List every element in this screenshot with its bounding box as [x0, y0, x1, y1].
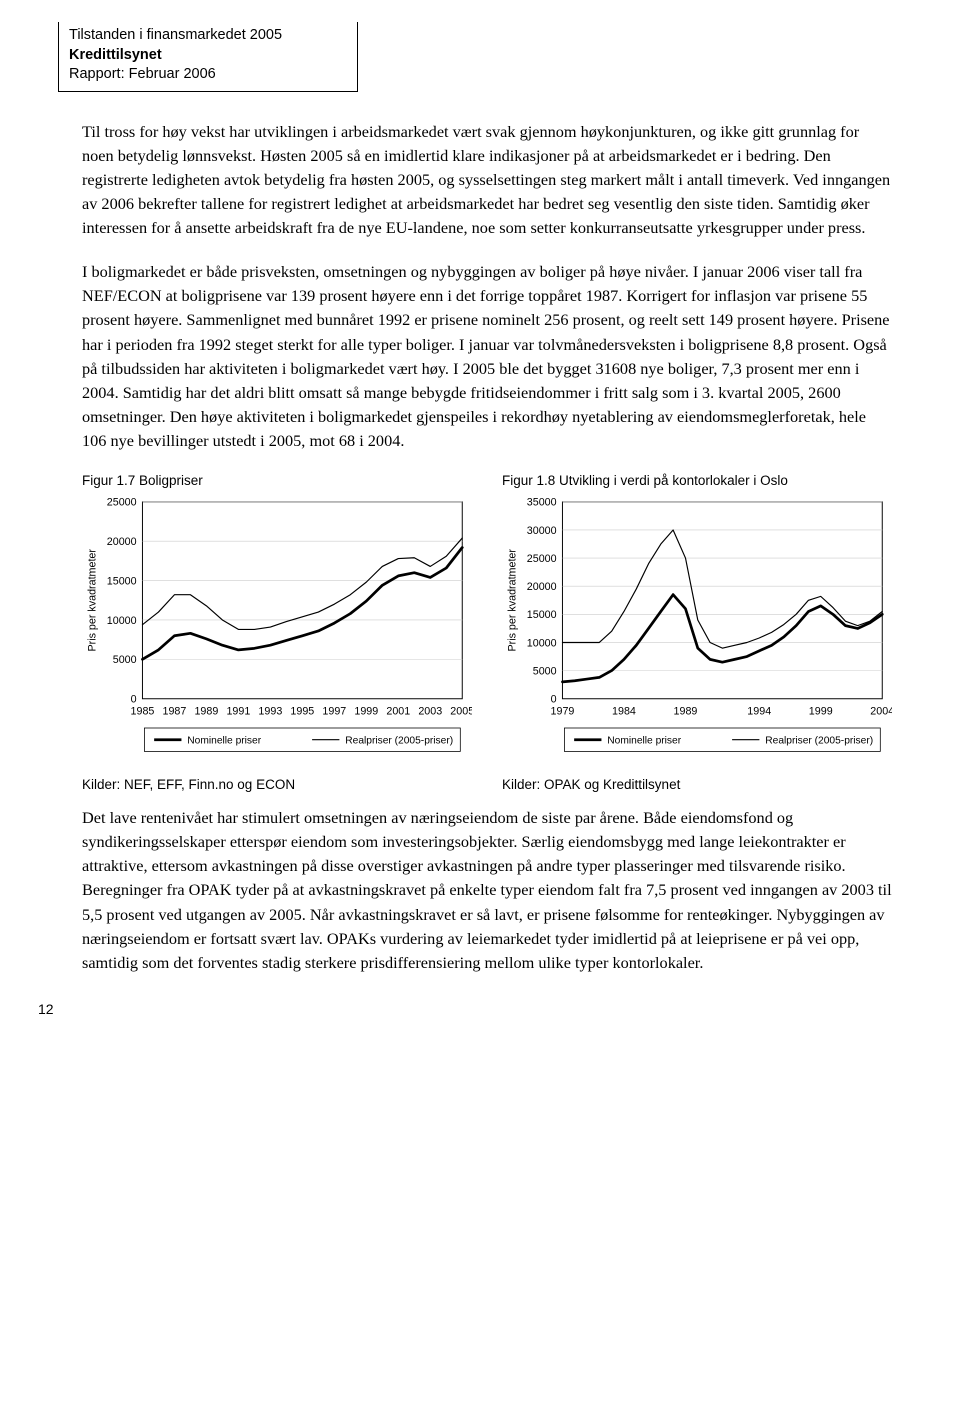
svg-text:1997: 1997	[322, 705, 346, 717]
svg-text:Pris per kvadratmeter: Pris per kvadratmeter	[507, 549, 519, 652]
paragraph-3: Det lave rentenivået har stimulert omset…	[82, 806, 892, 975]
svg-text:1991: 1991	[226, 705, 250, 717]
charts-row: Figur 1.7 Boligpriser 0 5000 10000 15000 200…	[82, 473, 892, 792]
svg-text:20000: 20000	[527, 581, 557, 593]
svg-text:1994: 1994	[747, 705, 771, 717]
svg-text:25000: 25000	[527, 553, 557, 565]
svg-text:15000: 15000	[107, 576, 137, 588]
report-header: Tilstanden i finansmarkedet 2005 Kreditt…	[58, 22, 358, 92]
svg-text:20000: 20000	[107, 536, 137, 548]
svg-text:Nominelle priser: Nominelle priser	[607, 736, 681, 747]
svg-text:1989: 1989	[194, 705, 218, 717]
chart-2-source: Kilder: OPAK og Kredittilsynet	[502, 777, 892, 792]
svg-text:10000: 10000	[107, 615, 137, 627]
svg-text:25000: 25000	[107, 497, 137, 509]
svg-text:Realpriser (2005-priser): Realpriser (2005-priser)	[345, 736, 453, 747]
svg-text:0: 0	[551, 694, 557, 706]
svg-text:1989: 1989	[674, 705, 698, 717]
paragraph-2: I boligmarkedet er både prisveksten, oms…	[82, 260, 892, 453]
svg-text:30000: 30000	[527, 525, 557, 537]
svg-text:2004: 2004	[870, 705, 892, 717]
svg-text:0: 0	[131, 694, 137, 706]
svg-text:2005: 2005	[450, 705, 472, 717]
svg-text:1999: 1999	[354, 705, 378, 717]
svg-text:1993: 1993	[258, 705, 282, 717]
chart-1-svg: 0 5000 10000 15000 20000 25000 1985 1987 1989 199…	[82, 494, 472, 767]
chart-2-column: Figur 1.8 Utvikling i verdi på kontorlok…	[502, 473, 892, 792]
svg-text:2001: 2001	[386, 705, 410, 717]
svg-text:2003: 2003	[418, 705, 442, 717]
paragraph-1: Til tross for høy vekst har utviklingen …	[82, 120, 892, 241]
chart-2-svg: 0 5000 10000 15000 20000 25000 30000 35000 1979 1…	[502, 494, 892, 767]
svg-text:5000: 5000	[113, 654, 137, 666]
svg-text:5000: 5000	[533, 666, 557, 678]
svg-text:1985: 1985	[131, 705, 155, 717]
svg-text:1984: 1984	[612, 705, 636, 717]
header-line-2: Kredittilsynet	[69, 46, 347, 66]
chart-2-title: Figur 1.8 Utvikling i verdi på kontorlok…	[502, 473, 892, 488]
svg-text:1987: 1987	[163, 705, 187, 717]
svg-text:Nominelle priser: Nominelle priser	[187, 736, 261, 747]
svg-text:Realpriser (2005-priser): Realpriser (2005-priser)	[765, 736, 873, 747]
svg-text:1995: 1995	[290, 705, 314, 717]
page-number: 12	[38, 1001, 54, 1017]
svg-text:1979: 1979	[551, 705, 575, 717]
chart-1-title: Figur 1.7 Boligpriser	[82, 473, 472, 488]
header-line-1: Tilstanden i finansmarkedet 2005	[69, 26, 347, 46]
svg-text:35000: 35000	[527, 497, 557, 509]
svg-text:1999: 1999	[809, 705, 833, 717]
svg-text:Pris per kvadratmeter: Pris per kvadratmeter	[87, 549, 99, 652]
svg-text:15000: 15000	[527, 609, 557, 621]
chart-1-column: Figur 1.7 Boligpriser 0 5000 10000 15000 200…	[82, 473, 472, 792]
header-line-3: Rapport: Februar 2006	[69, 65, 347, 85]
chart-1-source: Kilder: NEF, EFF, Finn.no og ECON	[82, 777, 472, 792]
svg-text:10000: 10000	[527, 637, 557, 649]
